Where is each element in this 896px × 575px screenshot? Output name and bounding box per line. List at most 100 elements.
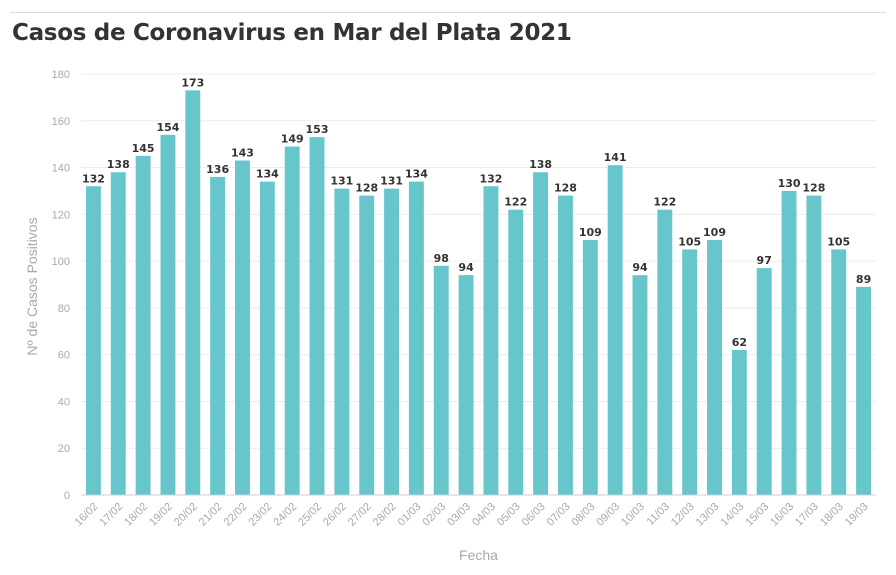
data-label: 131 <box>380 175 403 188</box>
x-tick-label: 24/02 <box>271 501 299 529</box>
x-tick-label: 10/03 <box>619 501 647 529</box>
data-label: 149 <box>281 133 304 146</box>
data-labels: 1321381451541731361431341491531311281311… <box>82 76 871 349</box>
x-tick-label: 19/03 <box>843 501 871 529</box>
x-tick-label: 18/03 <box>818 501 846 529</box>
x-axis-ticks: 16/0217/0218/0219/0220/0221/0222/0223/02… <box>73 501 871 529</box>
y-tick-label: 0 <box>64 490 70 502</box>
x-tick-label: 03/03 <box>445 501 473 529</box>
y-tick-label: 100 <box>52 256 70 268</box>
x-axis-label: Fecha <box>459 547 498 563</box>
bar <box>309 137 325 495</box>
bar <box>458 275 474 495</box>
data-label: 89 <box>856 273 871 286</box>
x-tick-label: 19/02 <box>147 501 175 529</box>
bar <box>483 186 499 495</box>
bar <box>334 188 350 495</box>
x-tick-label: 25/02 <box>296 501 324 529</box>
x-tick-label: 15/03 <box>743 501 771 529</box>
y-tick-label: 140 <box>52 163 70 175</box>
data-label: 173 <box>181 76 204 89</box>
data-label: 62 <box>732 336 747 349</box>
bar <box>558 195 573 495</box>
y-tick-label: 40 <box>58 396 70 408</box>
data-label: 128 <box>802 182 825 195</box>
data-label: 141 <box>604 151 627 164</box>
data-label: 109 <box>703 226 726 239</box>
data-label: 128 <box>355 182 378 195</box>
data-label: 143 <box>231 147 254 160</box>
data-label: 94 <box>458 261 474 274</box>
x-tick-label: 17/03 <box>793 501 821 529</box>
bar <box>359 195 375 495</box>
data-label: 153 <box>306 123 329 136</box>
bar <box>632 275 648 495</box>
bar <box>756 268 772 495</box>
x-tick-label: 06/03 <box>520 501 548 529</box>
x-tick-label: 27/02 <box>346 501 374 529</box>
data-label: 138 <box>107 158 130 171</box>
data-label: 105 <box>678 235 701 248</box>
y-tick-label: 180 <box>52 69 70 81</box>
top-divider <box>10 12 886 13</box>
data-label: 145 <box>132 142 155 155</box>
bar <box>284 146 300 495</box>
x-tick-label: 04/03 <box>470 501 498 529</box>
data-label: 97 <box>757 254 772 267</box>
bar <box>682 249 698 495</box>
x-tick-label: 05/03 <box>495 501 523 529</box>
x-tick-label: 11/03 <box>645 501 672 528</box>
x-tick-label: 28/02 <box>371 501 399 529</box>
bars <box>85 90 872 496</box>
bar <box>831 249 847 495</box>
data-label: 130 <box>778 177 801 190</box>
bar <box>856 286 872 495</box>
y-tick-label: 20 <box>58 443 70 455</box>
data-label: 138 <box>529 158 552 171</box>
bar <box>781 190 797 495</box>
data-label: 122 <box>653 196 676 209</box>
bar <box>110 172 126 495</box>
data-label: 136 <box>206 163 229 176</box>
x-tick-label: 08/03 <box>569 501 597 529</box>
data-label: 98 <box>434 252 449 265</box>
bar <box>185 90 201 495</box>
x-tick-label: 02/03 <box>420 501 448 529</box>
data-label: 105 <box>827 235 850 248</box>
y-axis-label: Nº de Casos Positivos <box>24 217 40 355</box>
data-label: 122 <box>504 196 527 209</box>
data-label: 134 <box>405 168 428 181</box>
bar <box>607 165 623 495</box>
x-tick-label: 12/03 <box>669 501 697 529</box>
x-tick-label: 14/03 <box>719 501 747 529</box>
x-tick-label: 23/02 <box>246 501 274 529</box>
bar <box>707 240 722 495</box>
bar <box>508 209 524 495</box>
bar <box>210 176 226 495</box>
bar <box>433 265 449 495</box>
x-tick-label: 20/02 <box>172 501 200 529</box>
x-tick-label: 13/03 <box>694 501 722 529</box>
x-tick-label: 01/03 <box>396 501 424 529</box>
bar <box>384 188 399 495</box>
data-label: 134 <box>256 168 279 181</box>
chart-title: Casos de Coronavirus en Mar del Plata 20… <box>12 20 572 46</box>
bar <box>408 181 424 496</box>
y-axis-ticks: 0 20 40 60 80 100 120 140 160 180 <box>52 69 70 502</box>
x-tick-label: 16/02 <box>73 501 101 529</box>
x-tick-label: 07/03 <box>545 501 573 529</box>
bar <box>533 172 549 495</box>
x-tick-label: 21/02 <box>197 501 225 529</box>
x-tick-label: 09/03 <box>594 501 622 529</box>
bar <box>160 134 176 496</box>
y-tick-label: 80 <box>58 303 70 315</box>
x-tick-label: 17/02 <box>97 501 125 529</box>
y-tick-label: 60 <box>58 350 70 362</box>
bar <box>582 240 598 495</box>
x-tick-label: 26/02 <box>321 501 349 529</box>
x-tick-label: 22/02 <box>222 501 250 529</box>
x-tick-label: 16/03 <box>768 501 796 529</box>
bar <box>235 160 250 496</box>
bar <box>731 349 747 495</box>
data-label: 154 <box>156 121 179 134</box>
